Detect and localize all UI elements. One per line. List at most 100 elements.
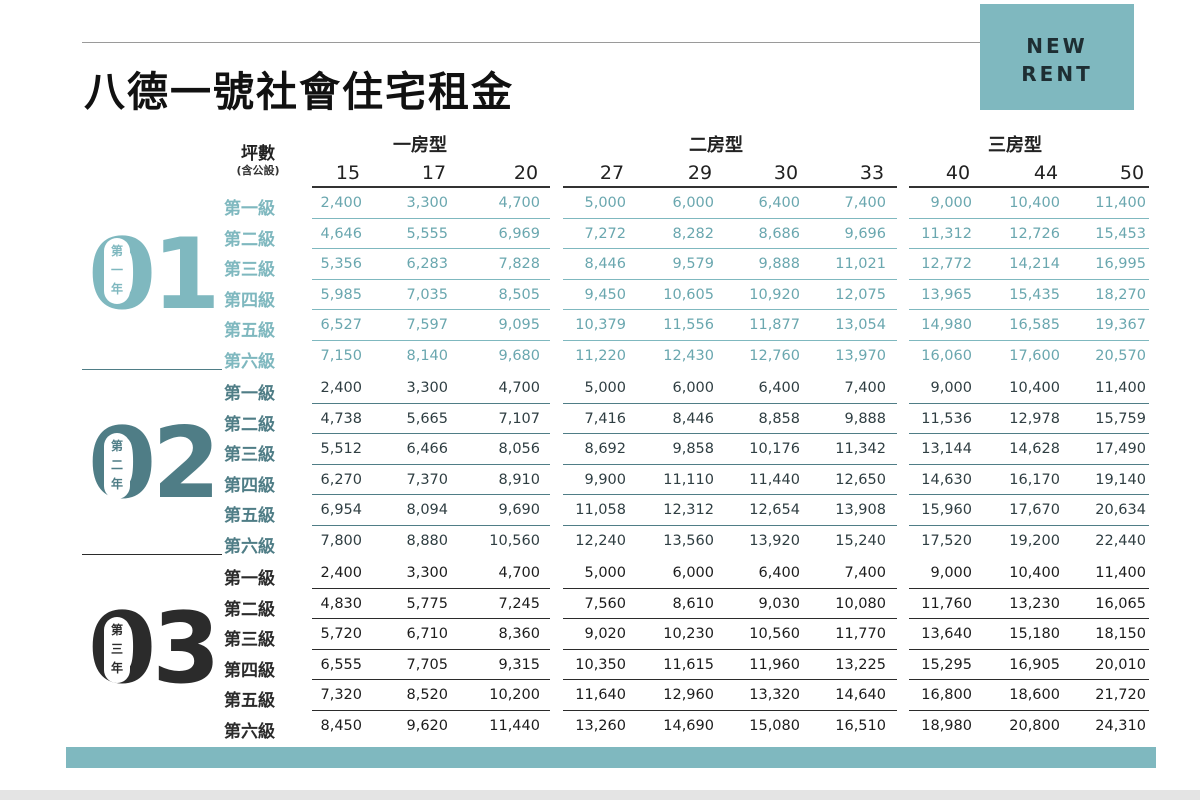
rent-cell: 7,400 xyxy=(844,380,886,396)
rent-cell: 9,680 xyxy=(498,347,540,364)
rent-cell: 7,320 xyxy=(320,687,362,703)
rent-cell: 8,505 xyxy=(498,286,540,303)
page-edge xyxy=(0,790,1200,800)
rent-cell: 11,058 xyxy=(575,502,626,518)
rent-cell: 6,466 xyxy=(406,441,448,457)
row-divider xyxy=(563,679,897,680)
row-divider xyxy=(563,618,897,619)
rent-cell: 6,400 xyxy=(758,195,800,211)
rent-cell: 4,700 xyxy=(498,195,540,211)
rent-cell: 15,759 xyxy=(1095,410,1146,427)
row-divider xyxy=(563,433,897,434)
rent-cell: 15,080 xyxy=(749,717,800,734)
row-divider xyxy=(563,278,897,280)
row-divider xyxy=(563,494,897,495)
rent-cell: 5,555 xyxy=(406,225,448,242)
rent-cell: 6,283 xyxy=(406,256,448,272)
rent-level-label: 第四級 xyxy=(224,290,275,311)
row-divider xyxy=(909,618,1149,619)
rent-cell: 10,379 xyxy=(575,317,626,333)
size-column-header: 29 xyxy=(687,162,713,184)
rent-cell: 7,560 xyxy=(584,595,626,612)
rent-cell: 11,110 xyxy=(663,471,714,488)
row-divider xyxy=(909,339,1149,341)
rent-level-label: 第一級 xyxy=(224,384,275,404)
row-divider xyxy=(909,309,1149,310)
rent-cell: 2,400 xyxy=(320,380,362,396)
row-divider xyxy=(312,679,550,680)
year-pill-char: 第 xyxy=(110,439,123,453)
rent-cell: 8,056 xyxy=(498,441,540,457)
size-column-header: 20 xyxy=(513,162,539,184)
rent-cell: 12,312 xyxy=(663,502,714,518)
rent-cell: 7,245 xyxy=(498,595,540,612)
rent-cell: 11,760 xyxy=(921,595,972,612)
rent-cell: 2,400 xyxy=(320,565,362,581)
rent-level-label: 第六級 xyxy=(224,536,275,557)
rent-cell: 4,700 xyxy=(498,380,540,396)
row-divider xyxy=(909,402,1149,404)
row-divider xyxy=(312,402,550,404)
row-divider xyxy=(312,278,550,280)
rent-level-label: 第四級 xyxy=(224,475,275,496)
rent-cell: 11,640 xyxy=(575,687,626,703)
size-unit-label: 坪數 xyxy=(241,144,275,164)
year-pill: 第一年 xyxy=(104,238,130,304)
rent-cell: 4,830 xyxy=(320,595,362,612)
rent-cell: 11,770 xyxy=(835,626,886,642)
rent-cell: 12,240 xyxy=(575,532,626,549)
rent-cell: 8,610 xyxy=(672,595,714,612)
row-divider xyxy=(563,309,897,310)
year-pill-char: 第 xyxy=(110,623,123,637)
rent-cell: 7,370 xyxy=(406,471,448,488)
rent-cell: 5,356 xyxy=(320,256,362,272)
rent-cell: 6,000 xyxy=(672,380,714,396)
group-one-room: 一房型 xyxy=(393,135,447,156)
rent-cell: 13,965 xyxy=(921,286,972,303)
rent-cell: 6,270 xyxy=(320,471,362,488)
rent-cell: 16,995 xyxy=(1095,256,1146,272)
rent-cell: 9,579 xyxy=(672,256,714,272)
year-separator xyxy=(82,554,222,555)
year-pill-char: 年 xyxy=(110,282,123,296)
rent-cell: 6,710 xyxy=(406,626,448,642)
rent-cell: 22,440 xyxy=(1095,532,1146,549)
rent-cell: 9,696 xyxy=(844,225,886,242)
rent-cell: 8,446 xyxy=(584,256,626,272)
rent-cell: 8,880 xyxy=(406,532,448,549)
row-divider xyxy=(909,463,1149,465)
group-three-room: 三房型 xyxy=(988,135,1042,156)
rent-cell: 8,858 xyxy=(758,410,800,427)
rent-cell: 5,985 xyxy=(320,286,362,303)
rent-cell: 15,435 xyxy=(1009,286,1060,303)
rent-level-label: 第三級 xyxy=(224,445,275,465)
rent-level-label: 第二級 xyxy=(224,599,275,620)
row-divider xyxy=(563,648,897,650)
row-divider xyxy=(909,679,1149,680)
rent-cell: 8,686 xyxy=(758,225,800,242)
row-divider xyxy=(312,309,550,310)
rent-cell: 12,760 xyxy=(749,347,800,364)
rent-cell: 13,320 xyxy=(749,687,800,703)
rent-cell: 14,628 xyxy=(1009,441,1060,457)
rent-cell: 2,400 xyxy=(320,195,362,211)
rent-cell: 9,858 xyxy=(672,441,714,457)
rent-cell: 9,690 xyxy=(498,502,540,518)
size-column-header: 50 xyxy=(1119,162,1145,184)
rent-cell: 9,888 xyxy=(758,256,800,272)
rent-cell: 17,600 xyxy=(1009,347,1060,364)
rent-cell: 12,960 xyxy=(663,687,714,703)
rent-cell: 14,214 xyxy=(1009,256,1060,272)
rent-cell: 9,000 xyxy=(930,565,972,581)
rent-cell: 12,650 xyxy=(835,471,886,488)
rent-cell: 16,170 xyxy=(1009,471,1060,488)
rent-cell: 10,400 xyxy=(1009,380,1060,396)
rent-level-label: 第六級 xyxy=(224,721,275,742)
rent-cell: 8,692 xyxy=(584,441,626,457)
rent-cell: 15,240 xyxy=(835,532,886,549)
badge-line-1: NEW xyxy=(1026,34,1088,58)
rent-cell: 10,350 xyxy=(575,656,626,673)
rent-cell: 17,490 xyxy=(1095,441,1146,457)
rent-cell: 16,800 xyxy=(921,687,972,703)
